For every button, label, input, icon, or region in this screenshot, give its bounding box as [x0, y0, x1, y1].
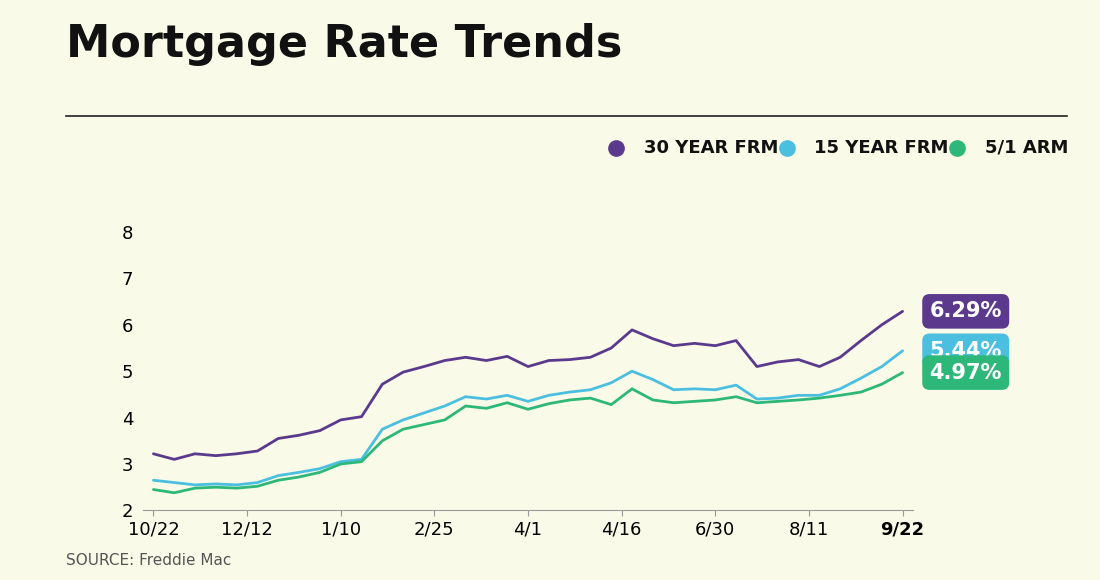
Text: 15 YEAR FRM: 15 YEAR FRM	[814, 139, 948, 157]
Text: 30 YEAR FRM: 30 YEAR FRM	[644, 139, 778, 157]
Text: SOURCE: Freddie Mac: SOURCE: Freddie Mac	[66, 553, 231, 568]
Text: 5/1 ARM: 5/1 ARM	[984, 139, 1068, 157]
Text: 6.29%: 6.29%	[930, 302, 1002, 321]
Text: 4.97%: 4.97%	[930, 362, 1002, 383]
Text: 5.44%: 5.44%	[930, 341, 1002, 361]
Text: Mortgage Rate Trends: Mortgage Rate Trends	[66, 23, 623, 66]
